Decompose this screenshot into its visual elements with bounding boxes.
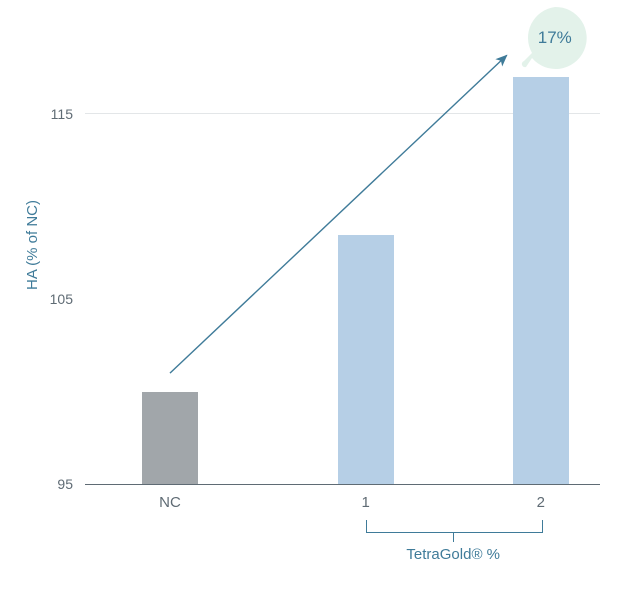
- bar-nc: [142, 392, 198, 484]
- bar-t2: [513, 77, 569, 484]
- plot-area: [85, 22, 600, 485]
- x-group-bracket: [366, 520, 543, 533]
- ha-bar-chart: HA (% of NC) 17% TetraGold® % 95 105 115 NC…: [0, 0, 620, 596]
- y-tick-label: 105: [0, 291, 73, 307]
- x-group-label: TetraGold® %: [406, 546, 500, 563]
- x-group-bracket-tail: [453, 532, 454, 542]
- x-category-label: 2: [537, 494, 545, 511]
- y-tick-label: 95: [0, 476, 73, 492]
- y-axis-label: HA (% of NC): [24, 200, 41, 290]
- callout-shape: [522, 7, 587, 69]
- bar-t1: [338, 235, 394, 484]
- x-category-label: NC: [159, 494, 181, 511]
- x-category-label: 1: [362, 494, 370, 511]
- callout-bubble: 17%: [520, 3, 590, 73]
- y-tick-label: 115: [0, 106, 73, 122]
